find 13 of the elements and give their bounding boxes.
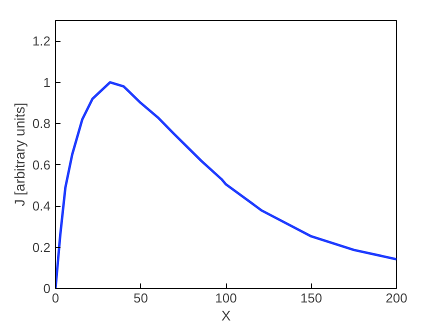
y-tick-label: 0.8 <box>32 116 51 132</box>
y-axis-title: J [arbitrary units] <box>11 102 28 206</box>
x-axis-title: X <box>221 308 232 324</box>
x-tick-label: 200 <box>386 290 408 306</box>
y-tick-label: 0.6 <box>32 157 51 172</box>
y-tick-label: 0.4 <box>32 198 51 214</box>
x-tick-label: 100 <box>215 290 237 306</box>
y-tick-label: 1.2 <box>32 34 51 49</box>
y-tick-label: 0.2 <box>32 240 51 255</box>
y-tick-label: 0 <box>43 281 51 296</box>
y-tick-label: 1 <box>43 74 51 90</box>
x-tick-label: 150 <box>300 290 322 306</box>
x-tick-label: 50 <box>134 290 148 306</box>
